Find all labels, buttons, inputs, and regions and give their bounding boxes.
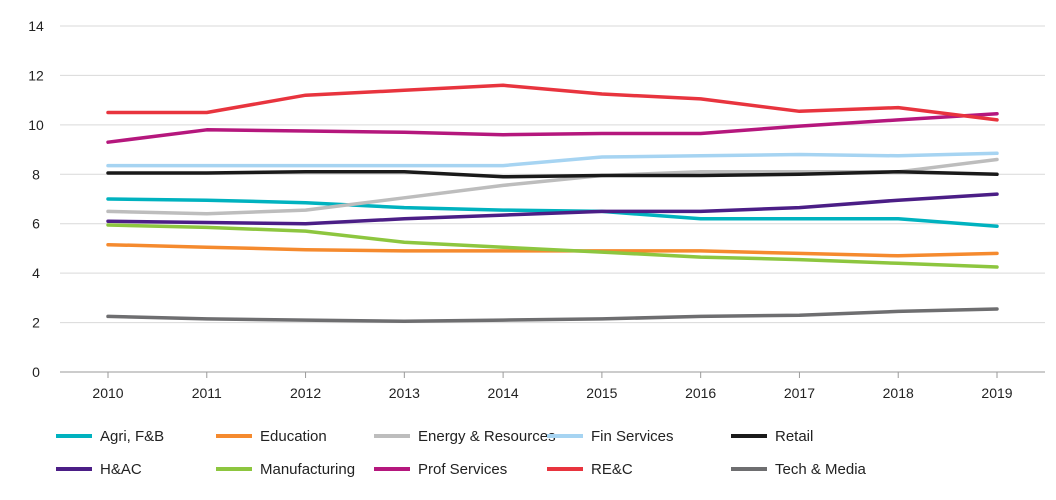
legend-label-manufacturing: Manufacturing (260, 461, 355, 478)
legend-label-re-c: RE&C (591, 461, 633, 478)
series-line-re-c (106, 83, 999, 122)
y-tick-label: 6 (32, 216, 40, 232)
y-tick-label: 14 (28, 18, 44, 34)
legend-label-energy-resources: Energy & Resources (418, 428, 556, 445)
x-tick-label: 2011 (192, 385, 222, 401)
x-tick-label: 2014 (488, 385, 519, 401)
y-tick-label: 0 (32, 364, 40, 380)
x-tick-label: 2018 (883, 385, 914, 401)
x-tick-label: 2013 (389, 385, 420, 401)
x-tick-label: 2012 (290, 385, 321, 401)
legend-label-fin-services: Fin Services (591, 428, 674, 445)
series-line-manufacturing (106, 223, 999, 269)
x-tick-label: 2019 (981, 385, 1012, 401)
series-line-prof-services (106, 111, 999, 144)
x-tick-label: 2017 (784, 385, 815, 401)
series-lines (106, 83, 999, 324)
series-line-retail (106, 170, 999, 179)
series-line-h-ac (106, 192, 999, 226)
legend-label-agri-f-b: Agri, F&B (100, 428, 164, 445)
legend-label-tech-media: Tech & Media (775, 461, 867, 478)
legend-label-prof-services: Prof Services (418, 461, 507, 478)
legend-label-retail: Retail (775, 428, 813, 445)
legend: Agri, F&B Education Energy & Resources Fin … (56, 428, 867, 478)
x-tick-label: 2010 (92, 385, 123, 401)
y-tick-label: 4 (32, 265, 40, 281)
series-line-tech-media (106, 307, 999, 324)
series-line-fin-services (106, 151, 999, 168)
x-axis-tick-labels: 2010 2011 2012 2013 2014 2015 2016 2017 2018 2019 (92, 372, 1013, 401)
legend-label-education: Education (260, 428, 327, 445)
y-axis-tick-labels: 0 2 4 6 8 10 12 14 (28, 18, 44, 380)
y-tick-label: 10 (28, 117, 44, 133)
x-tick-label: 2016 (685, 385, 716, 401)
legend-label-h-ac: H&AC (100, 461, 142, 478)
y-tick-label: 8 (32, 166, 40, 182)
series-line-energy-resources (106, 157, 999, 216)
y-tick-label: 12 (28, 67, 44, 83)
y-tick-label: 2 (32, 315, 40, 331)
series-line-agri-f-b (106, 197, 999, 228)
x-tick-label: 2015 (586, 385, 617, 401)
